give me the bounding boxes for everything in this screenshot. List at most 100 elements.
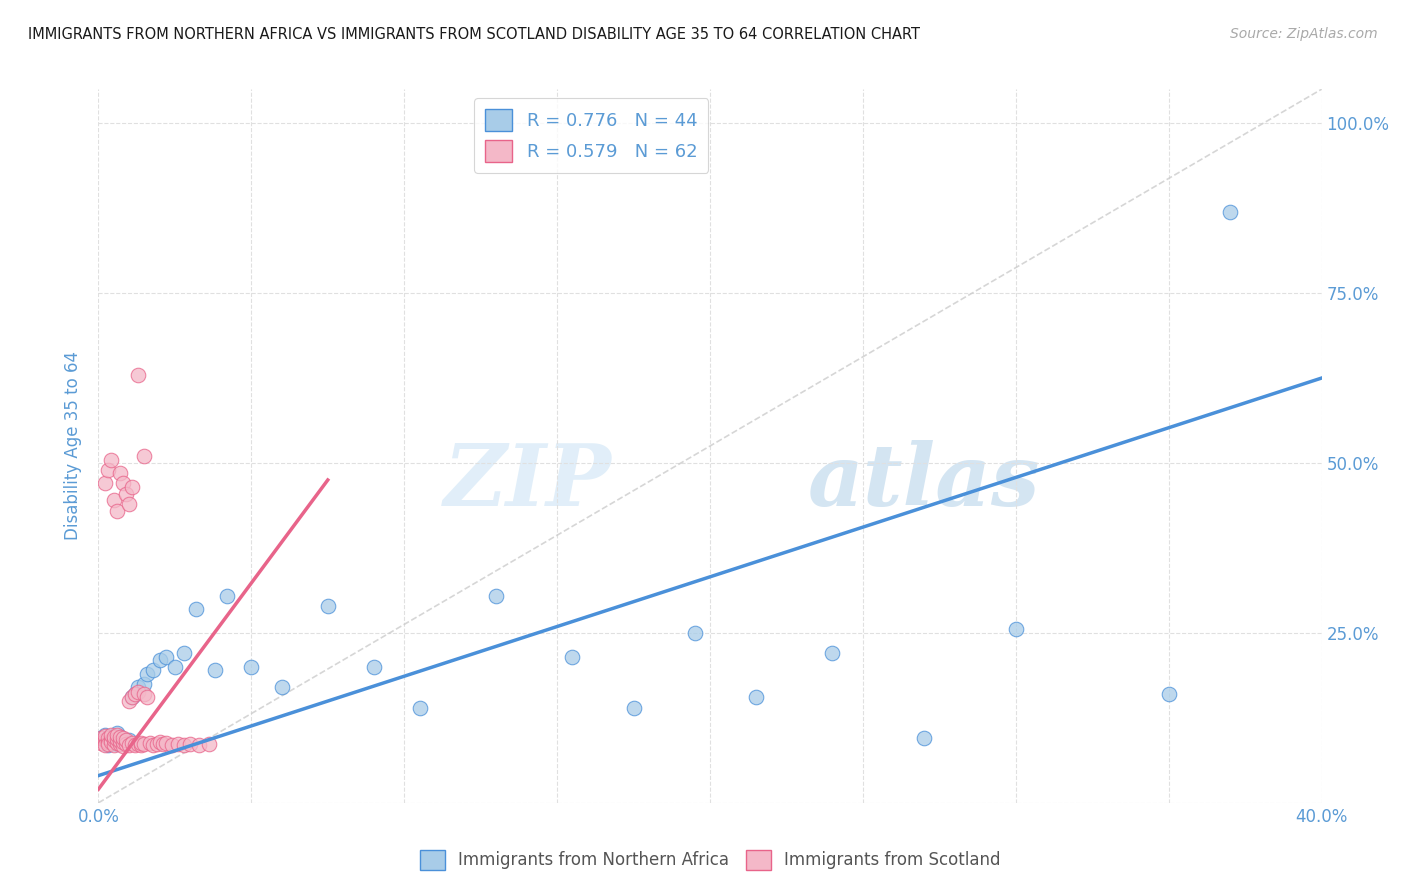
Point <box>118 733 141 747</box>
Point <box>188 738 211 752</box>
Point <box>93 729 115 743</box>
Point <box>408 700 430 714</box>
Point <box>108 734 131 748</box>
Point <box>105 728 128 742</box>
Point <box>163 660 186 674</box>
Point <box>160 738 183 752</box>
Point <box>115 486 138 500</box>
Legend: Immigrants from Northern Africa, Immigrants from Scotland: Immigrants from Northern Africa, Immigra… <box>413 843 1007 877</box>
Point <box>90 736 112 750</box>
Point <box>155 736 177 750</box>
Point <box>103 732 125 747</box>
Point <box>173 738 195 752</box>
Point <box>115 735 138 749</box>
Point <box>127 368 149 382</box>
Point <box>93 734 115 748</box>
Point <box>118 738 141 752</box>
Point <box>93 728 115 742</box>
Point <box>683 626 706 640</box>
Point <box>118 694 141 708</box>
Point <box>115 732 138 747</box>
Text: Source: ZipAtlas.com: Source: ZipAtlas.com <box>1230 27 1378 41</box>
Point <box>90 731 112 746</box>
Point <box>127 685 149 699</box>
Point <box>103 738 125 752</box>
Point <box>100 736 122 750</box>
Text: IMMIGRANTS FROM NORTHERN AFRICA VS IMMIGRANTS FROM SCOTLAND DISABILITY AGE 35 TO: IMMIGRANTS FROM NORTHERN AFRICA VS IMMIG… <box>28 27 920 42</box>
Point <box>623 700 645 714</box>
Point <box>316 599 339 613</box>
Point <box>821 646 844 660</box>
Point <box>103 730 125 744</box>
Point <box>111 731 134 746</box>
Point <box>121 690 143 705</box>
Point <box>136 690 159 705</box>
Point <box>108 737 131 751</box>
Point <box>129 736 152 750</box>
Point <box>93 476 115 491</box>
Y-axis label: Disability Age 35 to 64: Disability Age 35 to 64 <box>65 351 83 541</box>
Point <box>167 737 190 751</box>
Point <box>111 476 134 491</box>
Point <box>115 737 138 751</box>
Point <box>111 735 134 749</box>
Point <box>561 649 583 664</box>
Point <box>108 466 131 480</box>
Point <box>108 730 131 744</box>
Point <box>142 663 165 677</box>
Point <box>149 734 172 748</box>
Point <box>142 738 165 752</box>
Point <box>105 736 128 750</box>
Point <box>97 463 120 477</box>
Point <box>215 589 238 603</box>
Point <box>1157 687 1180 701</box>
Point <box>108 734 131 748</box>
Point <box>124 687 146 701</box>
Point <box>129 738 152 752</box>
Point <box>97 731 120 745</box>
Point <box>240 660 263 674</box>
Point <box>179 737 201 751</box>
Point <box>103 493 125 508</box>
Point <box>485 589 508 603</box>
Point <box>105 737 128 751</box>
Point <box>100 452 122 467</box>
Point <box>103 733 125 747</box>
Point <box>97 738 120 752</box>
Point <box>121 480 143 494</box>
Point <box>134 449 156 463</box>
Text: ZIP: ZIP <box>444 440 612 524</box>
Point <box>134 687 156 701</box>
Point <box>90 731 112 746</box>
Point <box>145 737 167 751</box>
Point <box>134 677 156 691</box>
Point <box>127 737 149 751</box>
Point <box>745 690 768 705</box>
Point <box>93 738 115 752</box>
Point <box>155 649 177 664</box>
Point <box>1004 623 1026 637</box>
Point <box>121 690 143 705</box>
Point <box>363 660 385 674</box>
Point <box>118 497 141 511</box>
Point <box>93 733 115 747</box>
Point <box>1219 204 1241 219</box>
Point <box>149 653 172 667</box>
Point <box>152 737 174 751</box>
Point <box>912 731 935 746</box>
Point <box>105 503 128 517</box>
Point <box>103 729 125 743</box>
Point <box>139 736 162 750</box>
Point <box>127 680 149 694</box>
Point <box>100 728 122 742</box>
Point <box>111 739 134 754</box>
Point <box>134 737 156 751</box>
Point <box>97 731 120 746</box>
Point <box>136 666 159 681</box>
Point <box>105 726 128 740</box>
Point <box>124 738 146 752</box>
Point <box>121 736 143 750</box>
Point <box>197 737 219 751</box>
Point <box>186 602 208 616</box>
Point <box>111 731 134 746</box>
